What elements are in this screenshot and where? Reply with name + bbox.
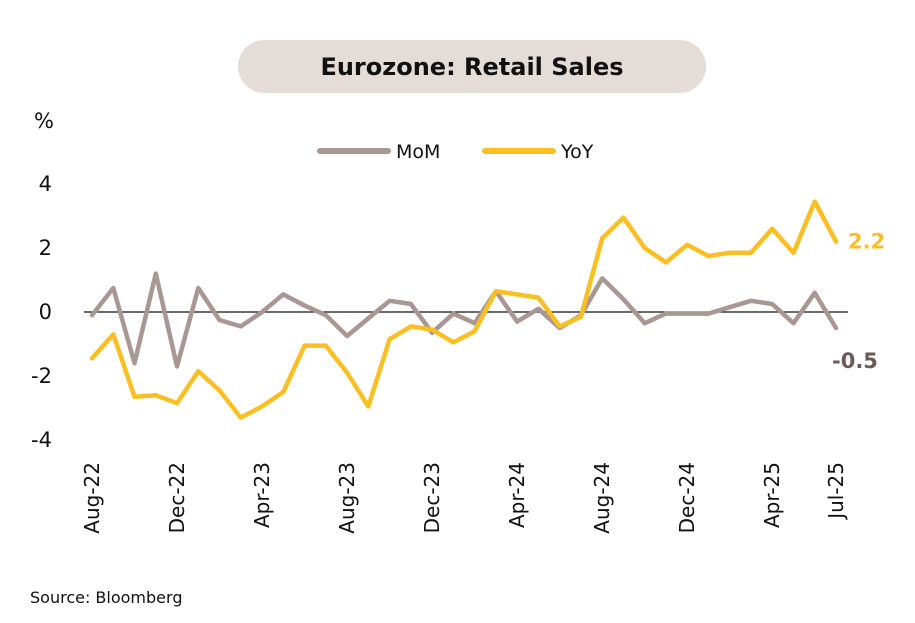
x-tick-label: Apr-23 <box>250 462 274 528</box>
y-tick-label: -2 <box>31 364 52 388</box>
x-tick-label: Aug-22 <box>80 462 104 534</box>
legend-label-mom: MoM <box>396 141 440 163</box>
y-tick-label: 2 <box>39 236 52 260</box>
y-axis-ticks: 4 2 0 -2 -4 <box>31 172 52 452</box>
y-axis-unit: % <box>34 109 54 133</box>
legend: MoM YoY <box>317 141 594 163</box>
end-label-mom: -0.5 <box>832 349 878 373</box>
series-line-mom <box>89 271 839 369</box>
chart-title: Eurozone: Retail Sales <box>320 52 624 81</box>
x-tick-label: Aug-23 <box>335 462 359 534</box>
y-tick-label: 0 <box>39 300 52 324</box>
legend-label-yoy: YoY <box>560 141 594 163</box>
x-tick-label: Dec-24 <box>675 462 699 533</box>
x-tick-label: Apr-25 <box>760 462 784 528</box>
end-label-yoy: 2.2 <box>848 230 885 254</box>
y-tick-label: 4 <box>39 172 52 196</box>
x-tick-label: Jul-25 <box>824 462 848 521</box>
chart-title-pill: Eurozone: Retail Sales <box>238 40 706 93</box>
series-lines <box>89 199 839 420</box>
x-tick-label: Apr-24 <box>505 462 529 528</box>
x-axis-ticks: Aug-22 Dec-22 Apr-23 Aug-23 Dec-23 Apr-24 Aug-… <box>80 462 848 534</box>
x-tick-label: Dec-22 <box>165 462 189 533</box>
x-tick-label: Aug-24 <box>590 462 614 534</box>
x-tick-label: Dec-23 <box>420 462 444 533</box>
y-tick-label: -4 <box>31 428 52 452</box>
source-note: Source: Bloomberg <box>30 588 183 607</box>
series-line-yoy <box>89 199 839 420</box>
